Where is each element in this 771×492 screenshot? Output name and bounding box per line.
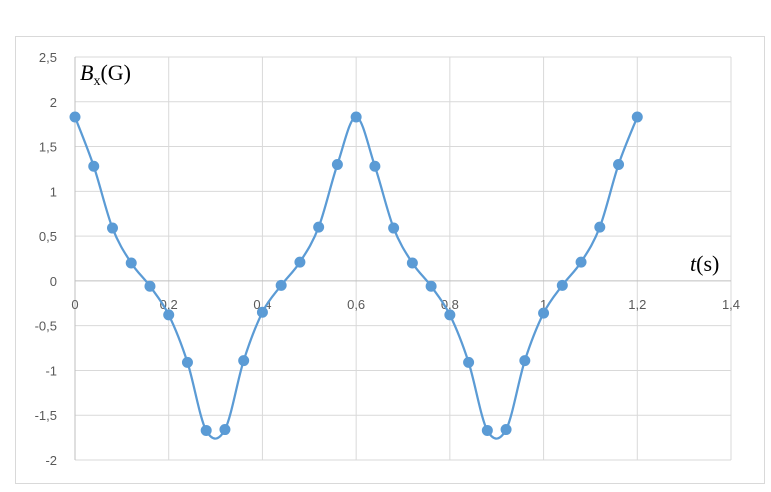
data-point [88, 160, 100, 172]
data-point [575, 256, 587, 268]
data-point [444, 309, 456, 321]
x-tick-label: 0,6 [347, 297, 365, 312]
y-tick-label: 2,5 [39, 50, 57, 65]
x-tick-labels: 0 0,2 0,4 0,6 0,8 1 1,2 1,4 [71, 297, 740, 312]
data-point [556, 279, 568, 291]
y-tick-label: -1,5 [35, 408, 57, 423]
data-point [219, 424, 231, 436]
data-point [594, 221, 606, 233]
x-tick-label: 0 [71, 297, 78, 312]
x-tick-label: 1,2 [628, 297, 646, 312]
chart-frame [15, 36, 765, 484]
data-point [163, 309, 175, 321]
data-point [425, 280, 437, 292]
y-tick-label: 0 [50, 274, 57, 289]
data-point [294, 256, 306, 268]
data-point [256, 306, 268, 318]
data-point [631, 111, 643, 123]
data-point [125, 257, 137, 269]
y-axis-var: B [80, 60, 93, 85]
x-axis-unit: (s) [696, 251, 719, 276]
data-point [144, 280, 156, 292]
x-axis-title: t(s) [690, 251, 719, 276]
data-point [238, 355, 250, 367]
data-point [519, 355, 531, 367]
data-point [106, 222, 118, 234]
data-point [369, 160, 381, 172]
data-point [406, 257, 418, 269]
x-tick-label: 0,4 [253, 297, 271, 312]
data-point [463, 356, 475, 368]
y-axis-unit: (G) [100, 60, 131, 85]
y-tick-label: -2 [45, 453, 57, 468]
data-point [331, 158, 343, 170]
data-point [313, 221, 325, 233]
y-axis-subscript: x [93, 74, 100, 89]
data-point [388, 222, 400, 234]
data-point [500, 424, 512, 436]
data-point [350, 111, 362, 123]
y-tick-label: 2 [50, 95, 57, 110]
data-point [481, 424, 493, 436]
y-axis-title: Bx(G) [80, 60, 131, 89]
data-point [181, 356, 193, 368]
data-point [69, 111, 81, 123]
y-tick-label: -0,5 [35, 319, 57, 334]
x-axis-var: t [690, 251, 697, 276]
data-point [200, 424, 212, 436]
x-tick-label: 1,4 [722, 297, 740, 312]
y-tick-label: 1 [50, 184, 57, 199]
data-point [613, 158, 625, 170]
grid [74, 56, 732, 461]
y-tick-label: -1 [45, 363, 57, 378]
series-markers [69, 111, 643, 436]
data-point [538, 307, 550, 319]
x-tick-label: 1 [540, 297, 547, 312]
y-tick-label: 1,5 [39, 140, 57, 155]
data-point [275, 279, 287, 291]
y-tick-label: 0,5 [39, 229, 57, 244]
y-tick-labels: 2,5 2 1,5 1 0,5 0 -0,5 -1 -1,5 -2 [35, 50, 57, 468]
